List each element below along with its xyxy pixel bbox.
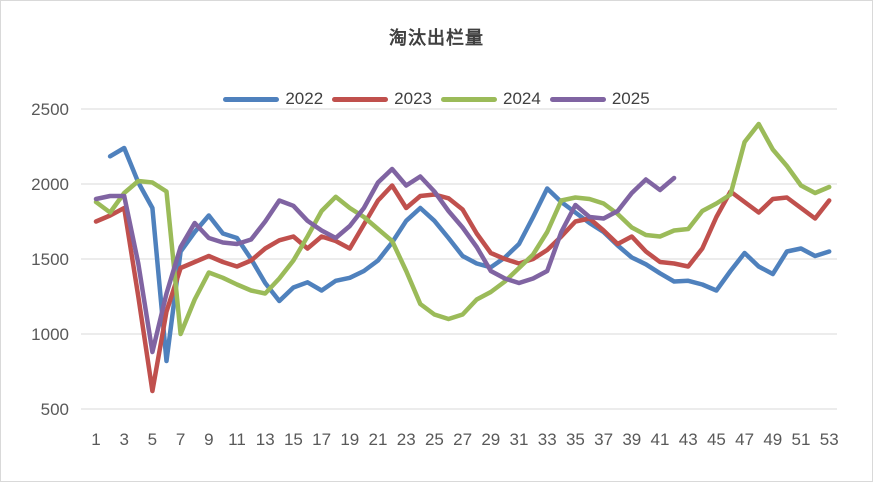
x-axis-tick-label: 1 [91,430,100,449]
legend-item-2025: 2025 [549,89,650,109]
x-axis-tick-label: 27 [453,430,472,449]
x-axis-tick-label: 29 [481,430,500,449]
x-axis-tick-label: 33 [538,430,557,449]
x-axis-tick-label: 19 [340,430,359,449]
x-axis-tick-label: 23 [397,430,416,449]
x-axis-tick-label: 13 [256,430,275,449]
x-axis-tick-label: 5 [148,430,157,449]
x-axis-tick-label: 17 [312,430,331,449]
legend-swatch-2025 [549,96,606,102]
x-axis-tick-label: 35 [566,430,585,449]
x-axis-tick-label: 11 [228,430,246,449]
x-axis-tick-label: 51 [792,430,811,449]
y-axis-tick-label: 2500 [31,100,69,119]
x-axis-tick-label: 21 [369,430,388,449]
y-axis-tick-label: 500 [41,400,69,419]
legend-swatch-2024 [441,96,497,102]
legend-item-2022: 2022 [223,89,323,109]
legend-label: 2025 [611,89,650,108]
x-axis-tick-label: 31 [510,430,529,449]
series-line-2023 [93,183,832,394]
x-axis-tick-label: 7 [176,430,185,449]
x-axis-tick-label: 43 [679,430,698,449]
chart-title: 淘汰出栏量 [389,28,484,48]
x-axis-tick-label: 9 [204,430,213,449]
x-axis-tick-label: 15 [284,430,303,449]
x-axis-tick-label: 47 [735,430,754,449]
x-axis-tick-label: 53 [820,430,839,449]
legend: 2022 2023 2024 2025 [1,89,872,109]
series-line-2024 [93,121,832,337]
x-axis-tick-label: 39 [622,430,641,449]
series-line-2022 [107,145,832,364]
x-axis-tick-label: 45 [707,430,726,449]
y-axis-tick-label: 1500 [31,250,69,269]
series-line-2025 [93,166,677,355]
legend-label: 2024 [503,89,541,108]
legend-item-2024: 2024 [441,89,541,109]
legend-swatch-2022 [223,96,280,102]
x-axis-tick-label: 49 [763,430,782,449]
x-axis-tick-label: 25 [425,430,444,449]
y-axis-tick-label: 1000 [31,325,69,344]
legend-item-2023: 2023 [332,89,432,109]
x-axis-tick-label: 3 [119,430,128,449]
y-axis-tick-label: 2000 [31,175,69,194]
legend-swatch-2023 [332,96,389,102]
legend-label: 2023 [394,89,432,108]
legend-label: 2022 [285,89,324,108]
x-axis-tick-label: 41 [651,430,670,449]
x-axis-tick-label: 37 [594,430,613,449]
